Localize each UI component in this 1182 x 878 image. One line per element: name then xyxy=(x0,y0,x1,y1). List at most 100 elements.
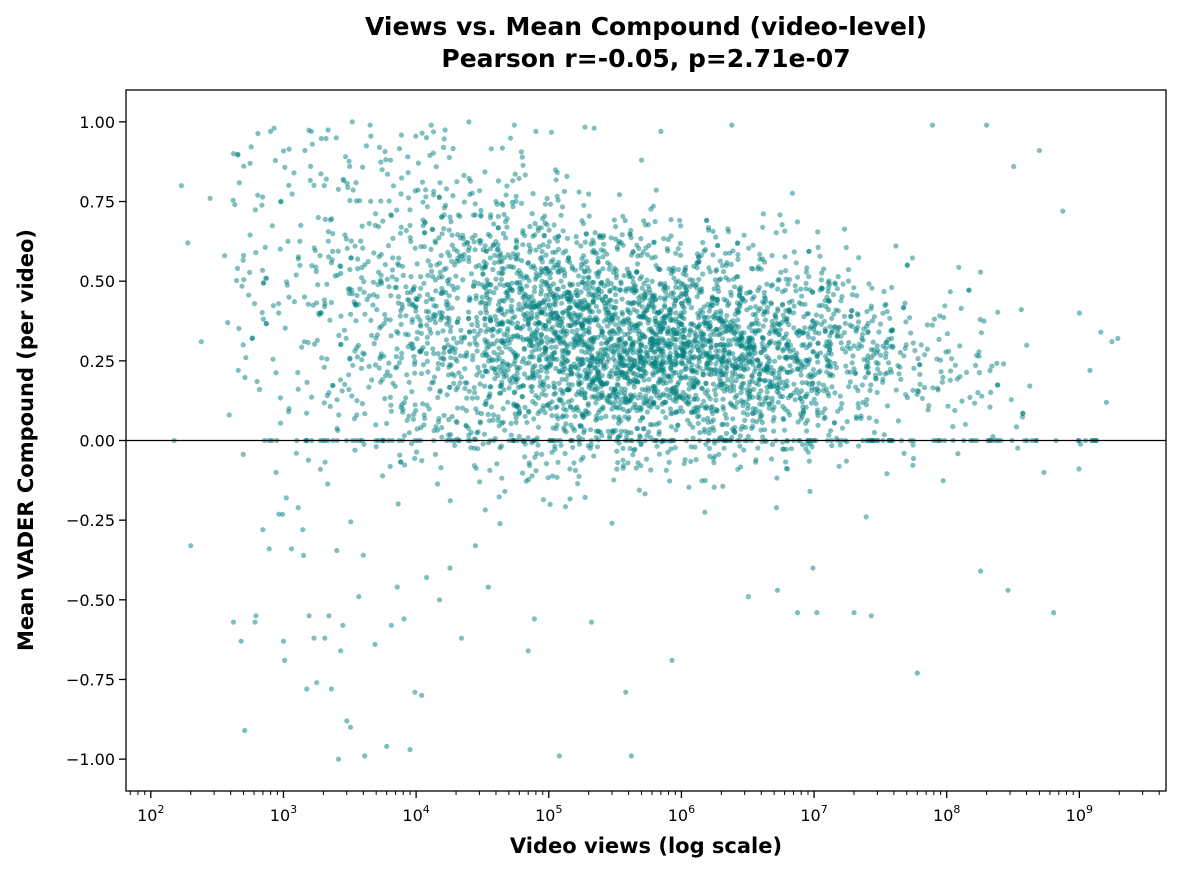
data-point xyxy=(526,242,532,248)
data-point xyxy=(351,416,358,422)
data-point xyxy=(789,368,795,374)
data-point xyxy=(346,386,352,392)
data-point xyxy=(589,291,595,297)
data-point xyxy=(707,332,713,338)
data-point xyxy=(847,322,853,328)
data-point xyxy=(520,242,526,248)
data-point xyxy=(626,270,632,276)
data-point xyxy=(810,349,816,355)
data-point xyxy=(881,288,887,295)
data-point xyxy=(479,373,486,379)
data-point xyxy=(366,363,372,369)
data-point xyxy=(603,294,609,300)
data-point xyxy=(270,303,276,309)
data-point xyxy=(701,398,707,404)
data-point xyxy=(755,288,761,294)
data-point xyxy=(554,193,560,199)
data-point xyxy=(755,358,761,364)
data-point xyxy=(755,264,762,270)
data-point xyxy=(591,125,597,131)
data-point xyxy=(803,404,809,410)
data-point xyxy=(564,235,571,241)
data-point xyxy=(425,369,431,375)
data-point xyxy=(772,375,778,381)
data-point xyxy=(678,405,684,411)
data-point xyxy=(515,376,521,382)
data-point xyxy=(321,400,327,406)
data-point xyxy=(673,297,679,304)
data-point xyxy=(605,301,611,307)
data-point xyxy=(650,360,656,366)
data-point xyxy=(435,394,441,401)
data-point xyxy=(703,441,709,447)
data-point xyxy=(586,213,592,219)
data-point xyxy=(699,331,705,337)
data-point xyxy=(571,460,577,466)
data-point xyxy=(987,404,993,410)
data-point xyxy=(753,304,759,310)
data-point xyxy=(626,414,632,421)
data-point xyxy=(352,243,358,249)
data-point xyxy=(620,213,626,219)
data-point xyxy=(688,321,694,327)
data-point xyxy=(536,244,543,250)
data-point xyxy=(501,312,507,318)
data-point xyxy=(549,413,555,419)
data-point xyxy=(378,251,384,257)
data-point xyxy=(369,377,375,383)
data-point xyxy=(994,360,1000,366)
data-point xyxy=(428,122,434,128)
data-point xyxy=(385,171,391,177)
data-point xyxy=(761,300,767,306)
data-point xyxy=(730,276,737,282)
data-point xyxy=(900,305,907,311)
data-point xyxy=(398,224,404,230)
data-point xyxy=(395,300,401,306)
data-point xyxy=(875,366,881,372)
data-point xyxy=(539,451,545,457)
data-point xyxy=(623,341,629,347)
data-point xyxy=(407,235,413,241)
data-point xyxy=(366,384,372,390)
data-point xyxy=(471,463,477,469)
data-point xyxy=(583,408,589,414)
data-point xyxy=(865,320,871,326)
data-point xyxy=(521,291,527,297)
data-point xyxy=(354,398,360,404)
data-point xyxy=(448,324,454,330)
data-point xyxy=(819,285,825,292)
data-point xyxy=(569,328,575,334)
data-point xyxy=(406,430,412,436)
data-point xyxy=(575,312,581,318)
data-point xyxy=(268,128,274,134)
data-point xyxy=(789,190,796,196)
data-point xyxy=(433,424,439,430)
data-point xyxy=(948,368,954,374)
data-point xyxy=(806,274,812,280)
data-point xyxy=(500,406,506,412)
data-point xyxy=(737,433,744,439)
data-point xyxy=(745,402,751,408)
data-point xyxy=(558,442,564,448)
data-point xyxy=(804,417,811,423)
data-point xyxy=(827,363,833,369)
data-point xyxy=(938,369,944,375)
data-point xyxy=(477,300,483,306)
data-point xyxy=(490,357,496,363)
data-point xyxy=(549,354,555,360)
data-point xyxy=(412,370,418,376)
data-point xyxy=(378,323,384,329)
data-point xyxy=(554,286,560,292)
data-point xyxy=(808,400,815,406)
data-point xyxy=(776,276,782,283)
data-point xyxy=(864,397,870,403)
x-tick-label: 108 xyxy=(933,803,960,825)
data-point xyxy=(578,265,584,271)
data-point xyxy=(424,358,430,364)
data-point xyxy=(478,410,484,417)
data-point xyxy=(630,452,636,458)
data-point xyxy=(595,428,602,434)
data-point xyxy=(241,277,247,283)
data-point xyxy=(491,349,497,356)
data-point xyxy=(428,262,434,269)
